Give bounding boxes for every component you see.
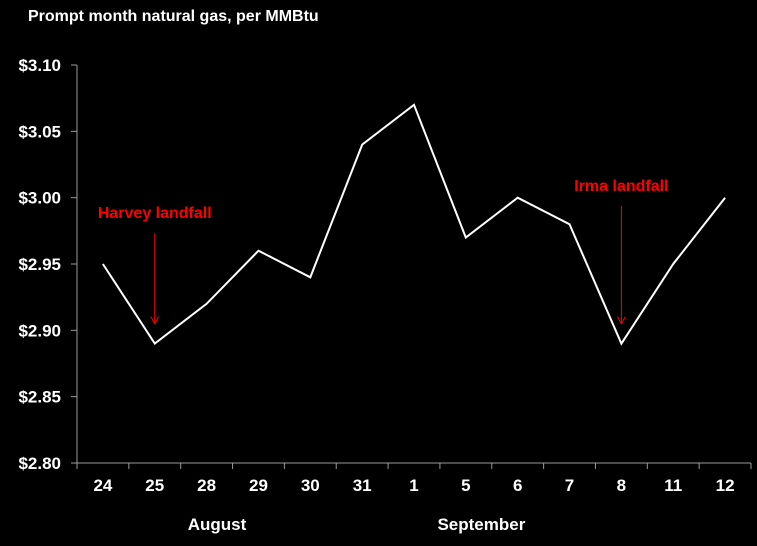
- x-tick-label: 31: [353, 476, 372, 495]
- arrow-down-icon: [150, 316, 160, 325]
- x-tick-label: 6: [513, 476, 522, 495]
- annotation-label: Harvey landfall: [98, 205, 212, 222]
- y-tick-label: $2.85: [18, 388, 61, 407]
- price-line: [102, 103, 726, 346]
- x-tick-label: 25: [145, 476, 164, 495]
- month-label: August: [188, 515, 247, 534]
- x-tick-label: 24: [93, 476, 112, 495]
- x-tick-label: 28: [197, 476, 216, 495]
- y-tick-label: $2.95: [18, 255, 61, 274]
- y-tick-label: $3.00: [18, 189, 61, 208]
- x-tick-label: 11: [664, 476, 682, 495]
- arrow-down-icon: [616, 316, 626, 325]
- y-tick-label: $3.10: [18, 56, 61, 75]
- x-tick-label: 12: [716, 476, 735, 495]
- y-tick-label: $2.80: [18, 454, 61, 473]
- chart-title: Prompt month natural gas, per MMBtu: [28, 8, 319, 25]
- x-tick-label: 5: [461, 476, 470, 495]
- x-tick-label: 30: [301, 476, 320, 495]
- x-tick-label: 29: [249, 476, 268, 495]
- month-label: September: [437, 515, 525, 534]
- y-tick-label: $2.90: [18, 321, 61, 340]
- annotation-label: Irma landfall: [574, 178, 668, 195]
- y-tick-label: $3.05: [18, 122, 61, 141]
- x-tick-label: 7: [565, 476, 574, 495]
- x-tick-label: 8: [617, 476, 626, 495]
- x-tick-label: 1: [409, 476, 418, 495]
